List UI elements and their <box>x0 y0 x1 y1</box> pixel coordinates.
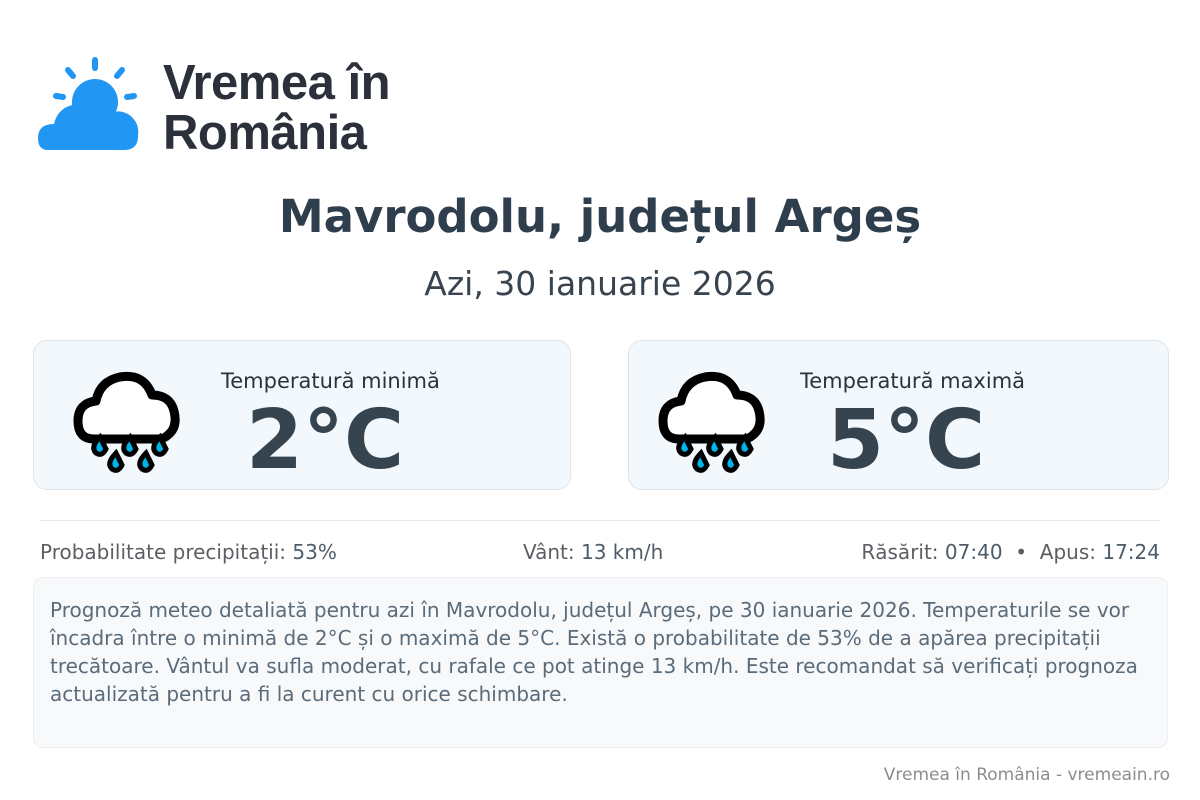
sun-cloud-logo-icon <box>38 57 139 150</box>
precip-value: 53% <box>292 540 337 564</box>
rain-cloud-icon <box>73 371 180 473</box>
brand-line2: România <box>163 106 367 160</box>
sunset-label: Apus: <box>1039 540 1096 564</box>
wind-label: Vânt: <box>523 540 575 564</box>
max-temp-label: Temperatură maximă <box>800 369 1026 393</box>
wind-value: 13 km/h <box>581 540 664 564</box>
sun-stat: Răsărit: 07:40 • Apus: 17:24 <box>861 540 1160 564</box>
brand-name: Vremea în România <box>163 56 391 160</box>
precipitation-stat: Probabilitate precipitații: 53% <box>40 540 337 564</box>
brand-line1: Vremea în <box>163 56 391 110</box>
min-temp-value: 2°C <box>246 393 405 488</box>
page-title: Mavrodolu, județul Argeș <box>278 190 922 243</box>
rain-cloud-icon <box>658 371 765 473</box>
max-temp-value: 5°C <box>827 393 986 488</box>
sunrise-label: Răsărit: <box>861 540 939 564</box>
page-date: Azi, 30 ianuarie 2026 <box>424 264 776 303</box>
divider <box>40 520 1160 521</box>
sunrise-value: 07:40 <box>944 540 1003 564</box>
footer-credit: Vremea în România - vremeain.ro <box>883 765 1170 785</box>
forecast-description: Prognoză meteo detaliată pentru azi în M… <box>33 577 1168 748</box>
separator: • <box>1015 540 1028 564</box>
sunset-value: 17:24 <box>1102 540 1160 564</box>
min-temp-card: Temperatură minimă 2°C <box>33 340 571 490</box>
min-temp-label: Temperatură minimă <box>221 369 440 393</box>
wind-stat: Vânt: 13 km/h <box>523 540 663 564</box>
max-temp-card: Temperatură maximă 5°C <box>628 340 1169 490</box>
precip-label: Probabilitate precipitații: <box>40 540 287 564</box>
